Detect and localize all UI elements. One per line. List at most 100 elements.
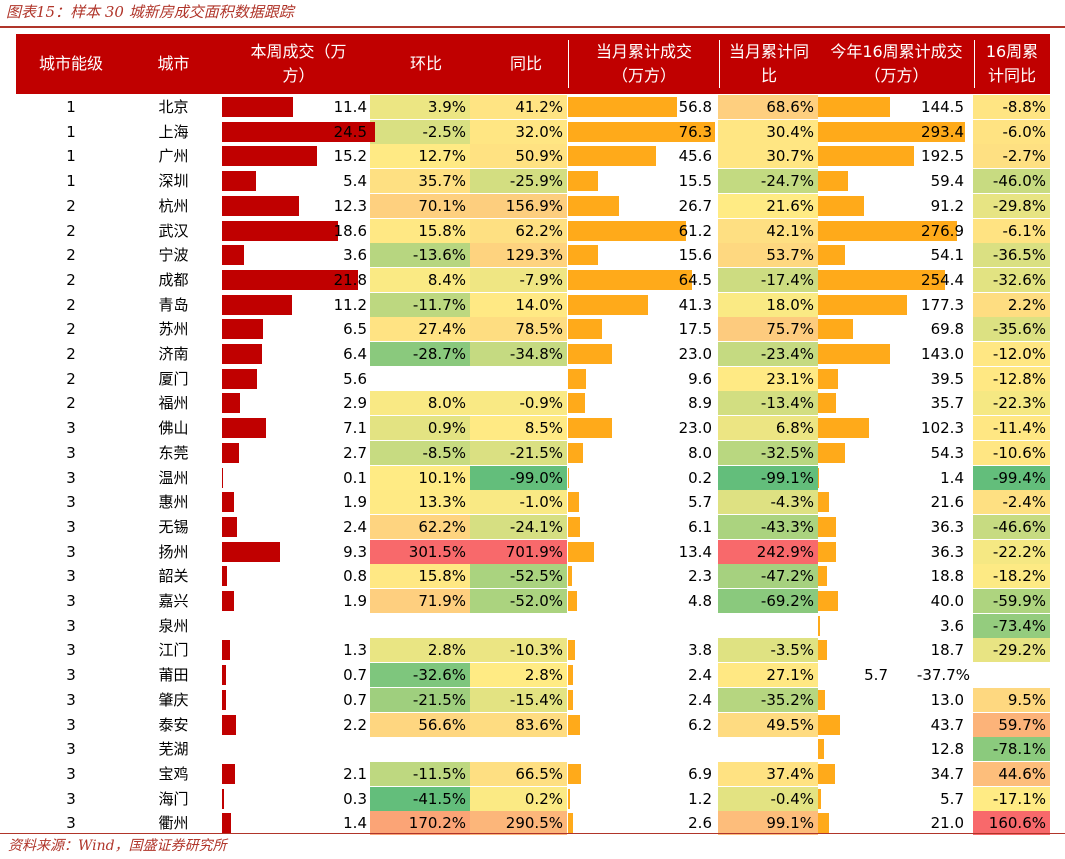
ytd-cell: 13.0: [930, 690, 964, 709]
ytd-yoy-fill: [973, 169, 1050, 194]
month-bar: [568, 195, 620, 216]
city-cell: 无锡: [158, 517, 189, 536]
header-tier: 城市能级: [38, 54, 103, 73]
month-yoy-cell: 6.8%: [775, 419, 814, 438]
ytd-bar: [818, 640, 828, 661]
weekly-bar: [222, 269, 359, 290]
header-separator: [719, 40, 720, 88]
month-yoy-fill: [718, 169, 818, 194]
wow-fill: [370, 440, 470, 465]
tier-cell: 2: [66, 394, 76, 413]
header-separator: [568, 40, 569, 88]
ytd-cell: 276.9: [921, 221, 964, 240]
ytd-bar: [818, 294, 907, 315]
month-cell: 8.9: [688, 394, 712, 413]
weekly-cell: 6.4: [343, 345, 367, 363]
wow-cell: -41.5%: [412, 789, 466, 808]
month-yoy-fill: [718, 663, 818, 688]
table-row: 3 海门 0.3 -41.5% 0.2% 1.2 -0.4% 5.7 -17.1%: [0, 786, 1065, 812]
month-yoy-fill: [718, 761, 818, 786]
tier-cell: 3: [66, 740, 76, 759]
weekly-cell: 12.3: [333, 196, 367, 215]
wow-cell: 56.6%: [418, 715, 466, 734]
weekly-bar: [222, 640, 231, 661]
table-row: 2 济南 6.4 -28.7% -34.8% 23.0 -23.4% 143.0 -12.0%: [0, 342, 1065, 367]
tier-cell: 3: [66, 789, 76, 808]
month-yoy-fill: [718, 391, 818, 416]
month-cell: 15.5: [678, 172, 712, 191]
tier-cell: 3: [66, 592, 76, 610]
ytd-yoy-cell: -2.4%: [1002, 493, 1046, 512]
wow-cell: 70.1%: [418, 196, 466, 215]
weekly-cell: 15.2: [333, 147, 367, 166]
table-row: 3 温州 0.1 10.1% -99.0% 0.2 -99.1% 1.4 -99.4%: [0, 465, 1065, 491]
city-cell: 嘉兴: [158, 592, 189, 610]
month-cell: 2.6: [688, 814, 712, 833]
wow-cell: 12.7%: [418, 147, 466, 166]
month-bar: [568, 171, 598, 192]
weekly-bar: [222, 418, 267, 439]
yoy-fill: [470, 119, 567, 144]
yoy-cell: -34.8%: [509, 345, 563, 363]
month-bar: [568, 368, 587, 389]
header-ytd-yoy: 16周累 计同比: [985, 42, 1039, 85]
month-bar: [568, 813, 573, 834]
ytd-yoy-fill: [973, 342, 1050, 366]
ytd-yoy-fill: [973, 416, 1050, 441]
weekly-bar: [222, 121, 375, 142]
ytd-yoy-fill: [973, 490, 1050, 515]
ytd-yoy-cell: -6.1%: [1002, 221, 1046, 240]
table-row: 3 扬州 9.3 301.5% 701.9% 13.4 242.9% 36.3 -22.2%: [0, 539, 1065, 565]
ytd-cell: 18.8: [930, 567, 964, 586]
wow-cell: 15.8%: [418, 567, 466, 586]
yoy-fill: [470, 416, 567, 441]
month-yoy-cell: -99.1%: [760, 468, 814, 487]
month-yoy-cell: 27.1%: [766, 666, 814, 685]
weekly-cell: 1.9: [343, 592, 367, 610]
yoy-fill: [470, 218, 567, 243]
city-cell: 厦门: [158, 369, 189, 388]
ytd-yoy-cell: -32.6%: [992, 270, 1046, 289]
month-bar: [568, 689, 573, 710]
table-row: 3 芜湖 12.8 -78.1%: [0, 737, 1065, 762]
month-cell: 26.7: [678, 196, 712, 215]
header-weekly: 本周成交（万 方）: [250, 42, 347, 85]
wow-fill: [370, 95, 470, 119]
month-yoy-cell: [718, 737, 814, 761]
month-cell: 17.5: [678, 320, 712, 339]
weekly-bar: [222, 195, 299, 216]
month-cell: 2.4: [688, 666, 712, 685]
weekly-cell: 21.8: [333, 270, 367, 289]
ytd-yoy-cell: -10.6%: [992, 443, 1046, 462]
month-yoy-cell: -69.2%: [760, 592, 814, 610]
month-yoy-fill: [718, 440, 818, 465]
yoy-fill: [470, 317, 567, 342]
table-row: 2 青岛 11.2 -11.7% 14.0% 41.3 18.0% 177.3 2.2%: [0, 292, 1065, 318]
month-cell: 13.4: [678, 542, 712, 561]
ytd-cell: 293.4: [921, 122, 964, 141]
ytd-yoy-fill: [973, 564, 1050, 589]
ytd-yoy-fill: [973, 119, 1050, 144]
wow-cell: 0.9%: [427, 419, 466, 438]
month-bar: [568, 418, 613, 439]
city-cell: 宁波: [158, 246, 189, 265]
weekly-cell: 0.1: [343, 468, 367, 487]
tier-cell: 3: [66, 641, 76, 660]
ytd-yoy-fill: [973, 687, 1050, 712]
weekly-cell: 2.1: [343, 764, 367, 783]
ytd-cell: 5.7: [864, 666, 888, 685]
ytd-bar: [818, 689, 825, 710]
ytd-bar: [818, 418, 870, 439]
ytd-yoy-fill: [973, 514, 1050, 539]
month-bar: [568, 541, 594, 562]
yoy-cell: -0.9%: [519, 394, 563, 413]
month-yoy-cell: 75.7%: [766, 320, 814, 339]
yoy-cell: 129.3%: [505, 246, 563, 265]
tier-cell: 3: [66, 764, 76, 783]
month-bar: [568, 146, 656, 167]
tier-cell: 3: [66, 443, 76, 462]
tier-cell: 1: [66, 147, 76, 166]
city-cell: 肇庆: [158, 690, 189, 709]
month-yoy-fill: [718, 564, 818, 589]
yoy-cell: 50.9%: [515, 147, 563, 166]
